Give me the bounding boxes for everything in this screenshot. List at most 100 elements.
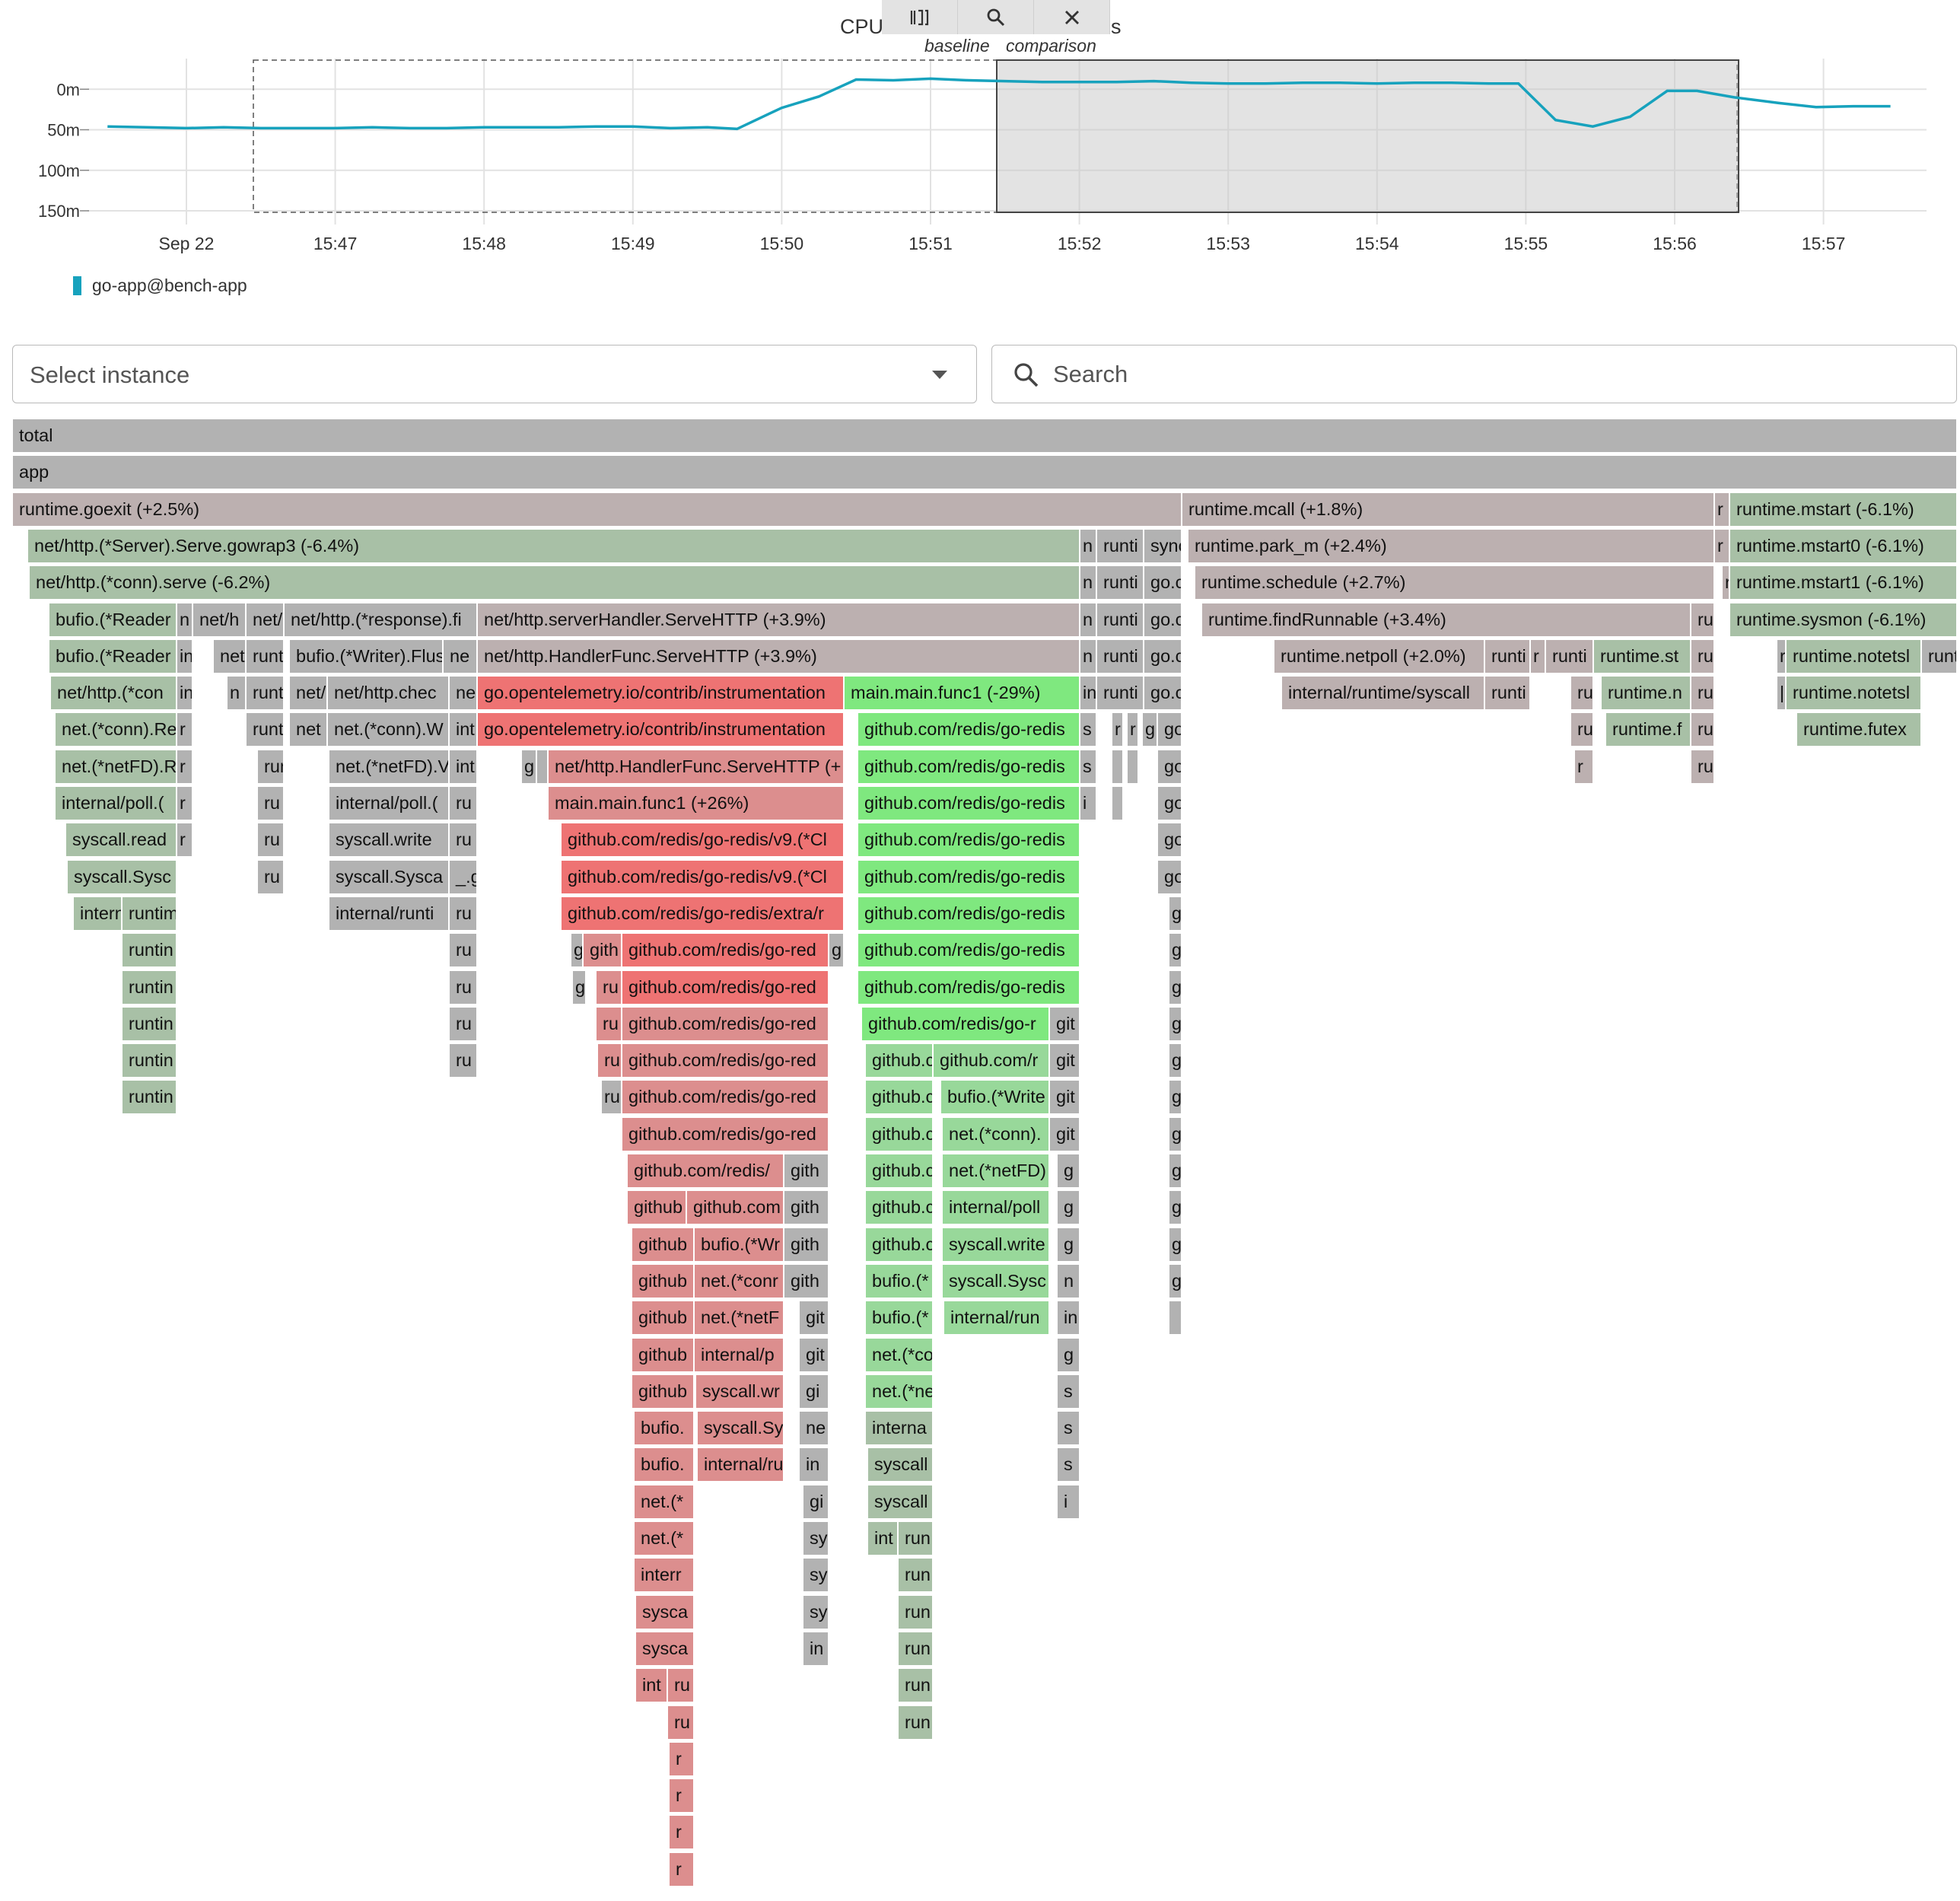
flame-node[interactable]: net/http.(*Server).Serve.gowrap3 (-6.4%): [27, 528, 1080, 563]
flame-node[interactable]: syscall.read: [65, 823, 177, 858]
flame-node[interactable]: r: [177, 749, 192, 784]
comparison-selection[interactable]: [996, 59, 1739, 213]
flame-node[interactable]: n: [227, 676, 246, 711]
flame-node[interactable]: net.(*netFD).R: [55, 749, 177, 784]
cpu-time-series-chart[interactable]: 150m 100m 50m 0m Sep 22 15:47 15:48 15:49 15:50…: [0, 0, 1960, 274]
flame-node[interactable]: g: [1142, 712, 1157, 747]
flame-node[interactable]: r: [1112, 712, 1123, 747]
flame-node[interactable]: net: [213, 638, 246, 673]
flame-node[interactable]: runtim: [122, 896, 177, 931]
flame-node[interactable]: github.com/redis/go-red: [622, 1116, 829, 1151]
flame-node[interactable]: g: [1057, 1190, 1080, 1225]
flame-node[interactable]: s: [1080, 712, 1096, 747]
flame-node[interactable]: runtime.findRunnable (+3.4%): [1201, 602, 1691, 637]
flame-node[interactable]: syscall.wr: [695, 1374, 784, 1409]
flame-node[interactable]: ru: [601, 1080, 622, 1115]
flame-node[interactable]: r: [177, 786, 192, 820]
flame-node[interactable]: interr: [634, 1558, 694, 1593]
flame-node[interactable]: net/: [289, 676, 327, 711]
flame-node[interactable]: github.com: [686, 1190, 784, 1225]
flame-node[interactable]: net/: [246, 602, 284, 637]
flame-node[interactable]: git: [1049, 1080, 1080, 1115]
flame-node[interactable]: ne: [799, 1411, 829, 1446]
flame-node[interactable]: runti: [1096, 602, 1144, 637]
flame-node[interactable]: run: [898, 1668, 933, 1703]
flame-node[interactable]: g: [1169, 1227, 1182, 1262]
flame-node[interactable]: go: [1157, 859, 1182, 894]
flame-node[interactable]: ru: [449, 970, 477, 1005]
flame-node[interactable]: go.c: [1144, 565, 1182, 600]
flame-node[interactable]: bufio.(*Writer).Flus: [289, 638, 443, 673]
flame-node[interactable]: ru: [667, 1705, 694, 1740]
flame-node[interactable]: r: [177, 712, 192, 747]
flame-node[interactable]: net.(*netFD): [942, 1154, 1049, 1188]
flame-node[interactable]: github.com/redis/go-redis/v9.(*Cl: [561, 823, 844, 858]
flame-node[interactable]: run: [898, 1558, 933, 1593]
flame-node[interactable]: runtin: [122, 1043, 177, 1078]
flame-node[interactable]: r: [1777, 638, 1786, 673]
flame-node[interactable]: [1112, 786, 1123, 820]
flame-node[interactable]: main.main.func1 (-29%): [844, 676, 1080, 711]
flame-node[interactable]: github.c: [865, 1116, 933, 1151]
flame-node[interactable]: g: [1057, 1227, 1080, 1262]
flame-node[interactable]: bufio.(*Reader: [49, 602, 177, 637]
flame-node[interactable]: syscall: [867, 1447, 933, 1482]
flame-node[interactable]: ru: [1691, 676, 1714, 711]
flame-node[interactable]: g: [1057, 1154, 1080, 1188]
flame-node[interactable]: runtime.f: [1605, 712, 1691, 747]
flame-node[interactable]: n: [177, 602, 192, 637]
flame-node[interactable]: ru: [257, 859, 284, 894]
flame-node[interactable]: ru: [1691, 749, 1714, 784]
flame-node[interactable]: github.com/redis/go-redis/extra/r: [561, 896, 844, 931]
flame-node[interactable]: run: [898, 1705, 933, 1740]
flame-node[interactable]: r: [669, 1852, 694, 1887]
flame-node[interactable]: runti: [1096, 638, 1144, 673]
flame-node[interactable]: ru: [1570, 676, 1593, 711]
flame-node[interactable]: sy: [803, 1521, 829, 1556]
flame-node[interactable]: runtime.mstart1 (-6.1%): [1729, 565, 1957, 600]
flame-node[interactable]: ru: [449, 896, 477, 931]
flame-node[interactable]: run: [898, 1594, 933, 1629]
flame-node[interactable]: g: [1169, 896, 1182, 931]
flame-node[interactable]: int: [867, 1521, 898, 1556]
flame-node[interactable]: github.com/redis/go-redis: [858, 786, 1080, 820]
flame-node[interactable]: go.c: [1144, 602, 1182, 637]
flame-node[interactable]: runtime.mstart (-6.1%): [1729, 492, 1957, 527]
flame-node[interactable]: internal/p: [694, 1337, 784, 1372]
flame-node[interactable]: git: [1049, 1116, 1080, 1151]
flame-node[interactable]: sy: [803, 1558, 829, 1593]
flame-node[interactable]: ru: [449, 1043, 477, 1078]
flame-node[interactable]: runtime.mcall (+1.8%): [1182, 492, 1714, 527]
flame-node[interactable]: sysca: [635, 1594, 694, 1629]
flame-node[interactable]: github.com/redis/go-redis: [858, 712, 1080, 747]
flame-node[interactable]: gith: [784, 1190, 829, 1225]
flame-node[interactable]: runti: [1096, 565, 1144, 600]
flame-node[interactable]: net.(*netFD).V: [329, 749, 449, 784]
flame-node[interactable]: g: [1169, 1154, 1182, 1188]
flame-node[interactable]: go.c: [1144, 638, 1182, 673]
flame-node[interactable]: [1169, 1301, 1182, 1336]
flame-node[interactable]: run: [898, 1631, 933, 1666]
flame-node[interactable]: net.(*conr: [694, 1263, 784, 1298]
flame-node[interactable]: g: [1169, 1116, 1182, 1151]
flame-node[interactable]: bufio.: [634, 1411, 694, 1446]
flame-node[interactable]: in: [177, 638, 192, 673]
flame-node[interactable]: r: [177, 823, 192, 858]
flame-node[interactable]: net: [289, 712, 327, 747]
flame-node[interactable]: n: [1080, 528, 1096, 563]
flame-node[interactable]: runtin: [122, 1080, 177, 1115]
flame-node[interactable]: bufio.(*: [865, 1263, 933, 1298]
flame-node[interactable]: syscall.Sy: [697, 1411, 784, 1446]
flame-node[interactable]: net/http.(*con: [50, 676, 177, 711]
flame-node[interactable]: runtime.sysmon (-6.1%): [1729, 602, 1957, 637]
flame-node[interactable]: internal/run: [943, 1301, 1049, 1336]
flame-node[interactable]: r: [1530, 638, 1545, 673]
flame-node[interactable]: r: [669, 1815, 694, 1850]
chart-legend[interactable]: go-app@bench-app: [73, 275, 247, 296]
flame-node[interactable]: syscall: [867, 1484, 933, 1519]
flame-node[interactable]: run: [257, 749, 284, 784]
flame-node[interactable]: net/http.chec: [327, 676, 449, 711]
flame-node[interactable]: syscall.Sysc: [942, 1263, 1049, 1298]
flame-node[interactable]: g: [1169, 1263, 1182, 1298]
flame-node[interactable]: runtime.schedule (+2.7%): [1195, 565, 1714, 600]
